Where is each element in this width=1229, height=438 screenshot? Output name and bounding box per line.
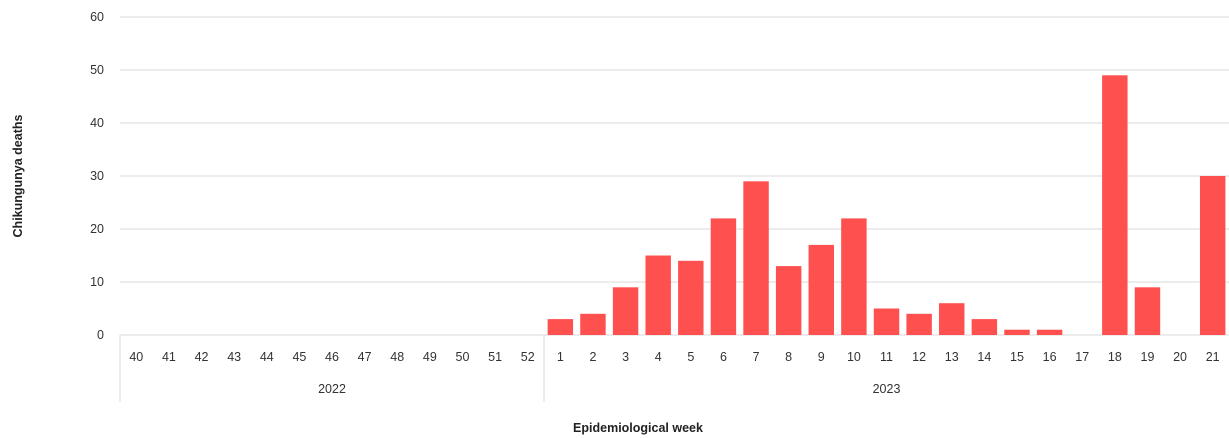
x-group-label: 2023 — [873, 382, 901, 396]
x-tick-label: 1 — [557, 350, 564, 364]
x-tick-label: 49 — [423, 350, 437, 364]
x-tick-label: 8 — [785, 350, 792, 364]
bar — [612, 287, 639, 335]
x-tick-label: 11 — [880, 350, 893, 364]
x-tick-label: 10 — [847, 350, 861, 364]
x-tick-label: 51 — [488, 350, 502, 364]
x-tick-label: 3 — [622, 350, 629, 364]
bar — [1036, 329, 1063, 335]
bar — [873, 308, 900, 335]
y-tick-label: 30 — [90, 169, 104, 183]
x-tick-label: 6 — [720, 350, 727, 364]
x-tick-label: 40 — [129, 350, 143, 364]
bars — [547, 75, 1226, 336]
y-tick-label: 40 — [90, 116, 104, 130]
bar — [939, 303, 965, 335]
x-tick-label: 12 — [912, 350, 926, 364]
bar — [841, 218, 867, 335]
x-tick-label: 48 — [390, 350, 404, 364]
y-tick-label: 10 — [90, 275, 104, 289]
x-group-label: 2022 — [318, 382, 346, 396]
x-tick-label: 13 — [945, 350, 959, 364]
x-tick-label: 7 — [753, 350, 760, 364]
x-tick-label: 20 — [1173, 350, 1187, 364]
y-tick-label: 50 — [90, 63, 104, 77]
x-tick-label: 5 — [687, 350, 694, 364]
x-axis-groups: 2022 2023 — [119, 335, 901, 402]
x-tick-label: 47 — [358, 350, 372, 364]
x-tick-label: 4 — [655, 350, 662, 364]
bar — [547, 319, 574, 335]
x-tick-label: 50 — [456, 350, 470, 364]
x-tick-label: 44 — [260, 350, 274, 364]
x-tick-label: 2 — [589, 350, 596, 364]
y-axis-title: Chikungunya deaths — [11, 114, 25, 237]
x-tick-label: 52 — [521, 350, 535, 364]
bar — [808, 244, 835, 335]
x-axis-title: Epidemiological week — [573, 421, 703, 435]
x-tick-label: 16 — [1043, 350, 1057, 364]
x-tick-label: 45 — [292, 350, 306, 364]
x-tick-label: 15 — [1010, 350, 1024, 364]
x-tick-label: 14 — [977, 350, 991, 364]
x-tick-label: 18 — [1108, 350, 1122, 364]
x-tick-label: 43 — [227, 350, 241, 364]
x-tick-label: 21 — [1206, 350, 1220, 364]
bar — [710, 218, 737, 335]
x-tick-label: 46 — [325, 350, 339, 364]
x-tick-label: 41 — [162, 350, 176, 364]
y-tick-label: 20 — [90, 222, 104, 236]
gridlines — [120, 16, 1229, 336]
bar — [645, 255, 671, 335]
bar — [1134, 287, 1161, 335]
bar — [1102, 75, 1128, 336]
bar — [775, 266, 802, 335]
x-tick-label: 19 — [1141, 350, 1155, 364]
bar — [906, 313, 932, 335]
bar — [678, 260, 704, 335]
x-axis-categories: 40 41 42 43 44 45 46 47 48 49 50 51 52 1 2 3 4 5 6 7 8 9 10 11 1… — [129, 350, 1219, 364]
x-tick-label: 42 — [195, 350, 209, 364]
bar — [743, 181, 769, 335]
bar — [580, 313, 606, 335]
x-tick-label: 9 — [818, 350, 825, 364]
bar — [971, 319, 998, 335]
y-tick-label: 0 — [97, 328, 104, 342]
y-tick-label: 60 — [90, 10, 104, 24]
y-axis-ticks: 0 10 20 30 40 50 60 — [90, 10, 104, 342]
bar — [1004, 329, 1030, 335]
bar — [1199, 176, 1226, 335]
x-tick-label: 17 — [1075, 350, 1089, 364]
